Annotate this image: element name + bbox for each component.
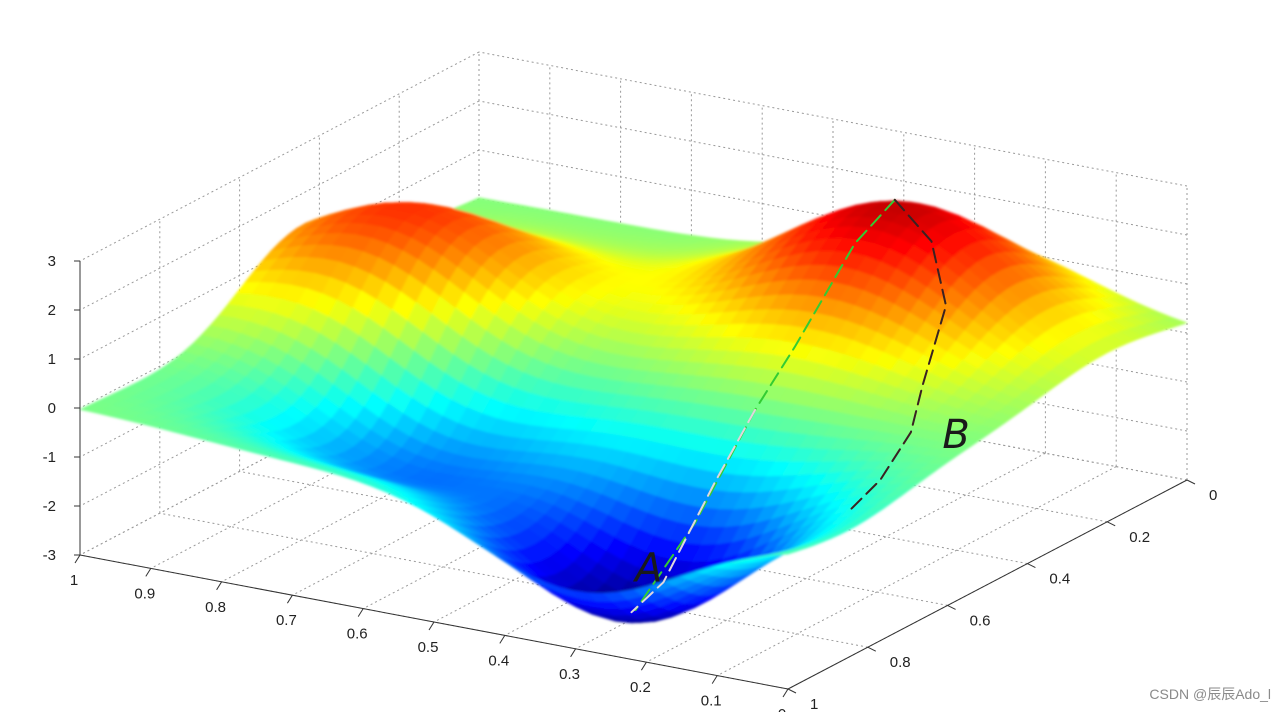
y-tick-label: 0	[778, 706, 786, 712]
x-tick-label: 0.4	[1049, 571, 1070, 588]
floor-grid-line	[646, 452, 1046, 663]
z-tick-label: -3	[43, 547, 56, 564]
side-wall-grid-line	[79, 100, 480, 311]
axes: -3 -2 -1 0 1 2 3 0 0.1 0.2 0.3 0.4 0.5 0.6 0.7 0.8 0.9 1 0…	[43, 253, 1218, 712]
back-wall-grid-line	[478, 51, 1188, 187]
y-tick-mark	[74, 554, 81, 564]
x-tick-mark	[1106, 521, 1116, 527]
surface-facet	[772, 551, 797, 556]
y-tick-label: 0.3	[559, 666, 580, 683]
x-tick-mark	[1027, 563, 1036, 569]
surface	[79, 197, 1188, 624]
y-tick-mark	[711, 675, 718, 684]
y-tick-mark	[428, 621, 435, 631]
y-tick-label: 0.1	[701, 693, 722, 710]
y-tick-mark	[782, 688, 789, 698]
y-tick-mark	[145, 568, 152, 577]
floor-grid-line	[716, 466, 1117, 677]
y-tick-mark	[499, 635, 506, 644]
y-tick-label: 0.8	[205, 599, 226, 616]
y-axis-line	[79, 554, 789, 690]
annotations: AB	[632, 412, 970, 592]
x-tick-label: 0.8	[890, 654, 911, 671]
y-tick-mark	[357, 608, 364, 617]
z-tick-label: 3	[48, 253, 56, 270]
z-tick-label: 0	[48, 400, 56, 417]
z-tick-label: -1	[43, 449, 56, 466]
back-wall-grid-line	[478, 100, 1188, 236]
annotation-label-B: B	[942, 412, 969, 458]
y-tick-label: 0.7	[276, 612, 297, 629]
watermark: CSDN @辰辰Ado_l	[1149, 686, 1271, 702]
x-axis-line	[787, 479, 1188, 690]
x-tick-mark	[787, 688, 797, 694]
annotation-path-2	[630, 408, 757, 614]
x-tick-mark	[947, 604, 956, 610]
x-tick-label: 1	[810, 696, 818, 712]
y-tick-label: 0.2	[630, 679, 651, 696]
z-tick-label: 1	[48, 351, 56, 368]
z-tick-label: -2	[43, 498, 56, 515]
y-tick-mark	[570, 648, 577, 658]
annotation-path-1	[634, 198, 896, 612]
y-tick-label: 0.5	[418, 639, 439, 656]
annotation-paths	[630, 198, 948, 614]
x-tick-label: 0.2	[1129, 529, 1150, 546]
y-tick-mark	[216, 581, 223, 591]
x-tick-mark	[867, 646, 877, 652]
x-tick-label: 0	[1209, 487, 1217, 504]
x-tick-label: 0.6	[970, 612, 991, 629]
y-tick-label: 0.4	[488, 652, 509, 669]
y-tick-mark	[640, 661, 647, 671]
annotation-label-A: A	[632, 546, 662, 592]
annotation-path-3	[846, 198, 948, 514]
y-tick-mark	[286, 594, 293, 604]
side-wall-grid-line	[79, 51, 480, 262]
y-tick-label: 0.6	[347, 626, 368, 643]
x-tick-mark	[1186, 479, 1196, 485]
z-tick-label: 2	[48, 302, 56, 319]
y-tick-label: 0.9	[134, 585, 155, 602]
y-tick-label: 1	[70, 572, 78, 589]
